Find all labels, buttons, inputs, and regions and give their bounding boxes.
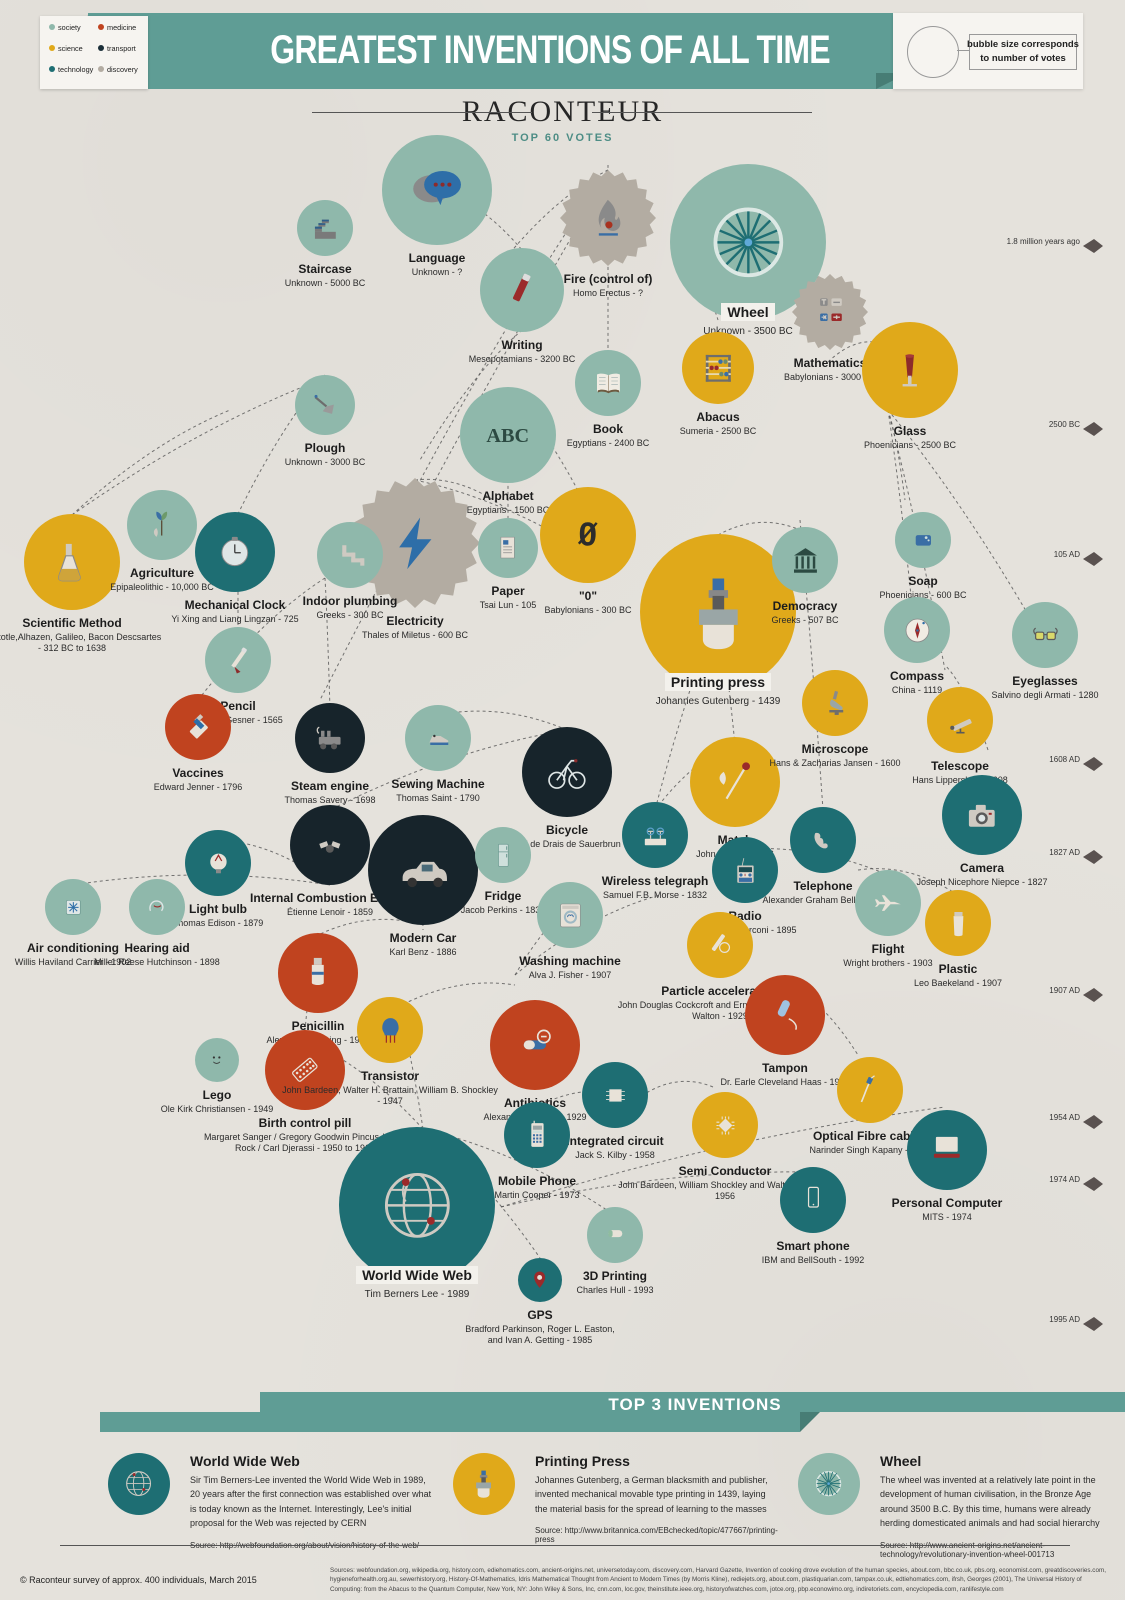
svg-text:ABC: ABC: [487, 425, 530, 447]
